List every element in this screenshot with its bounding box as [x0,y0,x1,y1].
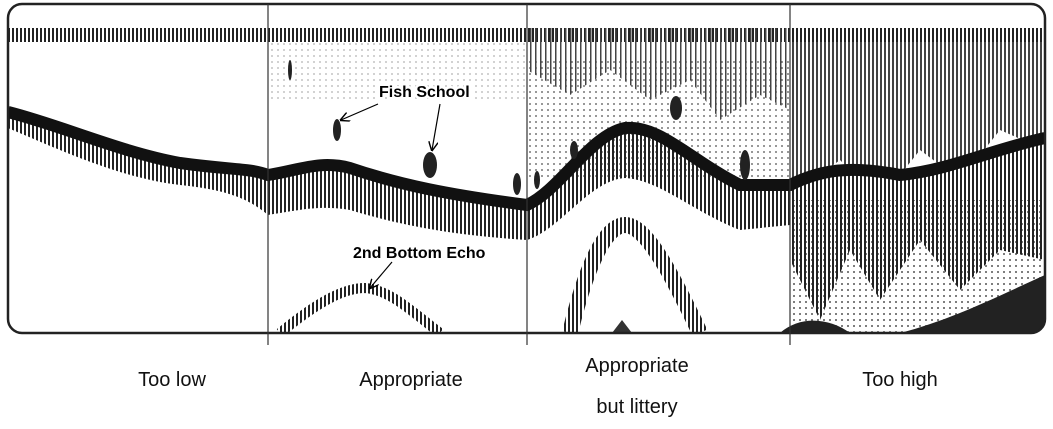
page: {"annotations": {"fish_school": "Fish Sc… [0,0,1053,429]
fish-school [513,173,521,195]
panel-label: Appropriate [585,355,688,377]
panel-label: but littery [596,396,677,418]
panel-label: Too high [862,369,938,391]
panel-label: Too low [138,369,206,391]
fish-school [534,171,540,189]
fish-school [570,141,578,159]
fish-school [423,152,437,178]
panel-label: Appropriate [359,369,462,391]
fish-school [333,119,341,141]
fish-school [288,60,292,80]
annotation: Fish School [379,84,470,101]
annotation: 2nd Bottom Echo [353,245,486,262]
echogram-figure: Fish School 2nd Bottom Echo Too low Appr… [0,0,1053,429]
fish-school [740,150,750,180]
fish-school [670,96,682,120]
